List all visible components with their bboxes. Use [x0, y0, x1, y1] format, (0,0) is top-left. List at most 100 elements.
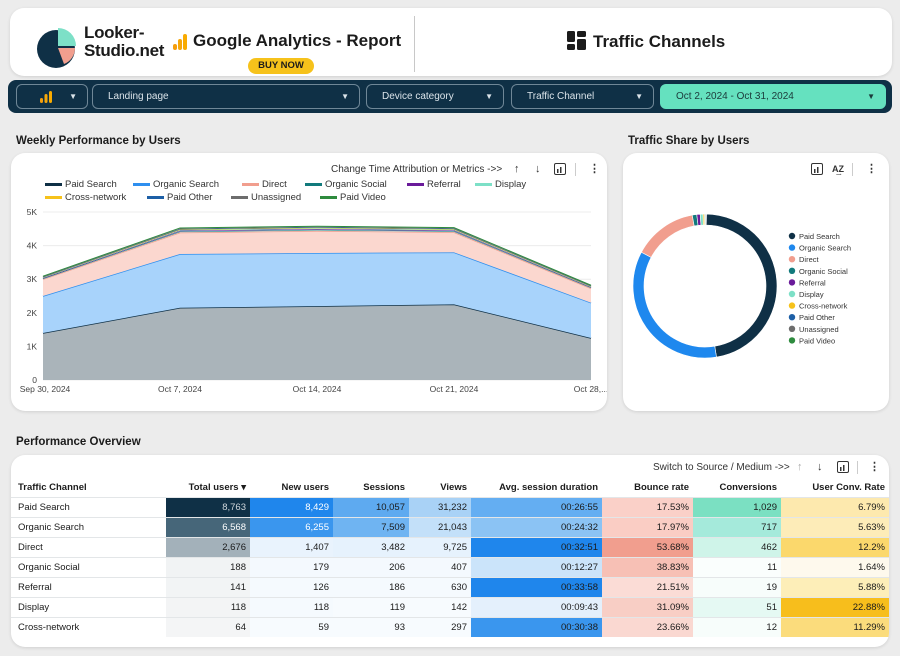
legend-label: Referral — [427, 179, 461, 190]
legend-item[interactable]: Organic Search — [133, 179, 219, 190]
donut-slice[interactable] — [632, 251, 717, 359]
sort-ascending-icon[interactable]: ↑ — [797, 461, 803, 473]
table-row[interactable]: Direct 2,676 1,407 3,482 9,725 00:32:51 53.68%… — [11, 536, 889, 557]
metric-cell: 53.68% — [602, 536, 693, 557]
column-header[interactable]: User Conv. Rate — [812, 482, 885, 494]
legend-swatch — [231, 196, 248, 199]
legend-item[interactable]: Paid Other — [788, 313, 836, 322]
metric-cell: 142 — [409, 596, 471, 617]
legend-item[interactable]: Direct — [788, 255, 820, 264]
device-category-filter[interactable]: Device category ▼ — [366, 84, 504, 109]
more-options-icon[interactable]: ⋮ — [589, 163, 600, 175]
legend-label: Organic Search — [153, 179, 219, 190]
metric-cell: 717 — [693, 516, 781, 537]
metric-cell: 407 — [409, 556, 471, 577]
legend-item[interactable]: Referral — [407, 179, 461, 190]
chevron-down-icon: ▼ — [69, 92, 77, 101]
metric-cell: 51 — [693, 596, 781, 617]
table-row[interactable]: Paid Search 8,763 8,429 10,057 31,232 00:26:5… — [11, 496, 889, 517]
legend-item[interactable]: Unassigned — [231, 192, 301, 203]
legend-label: Organic Social — [325, 179, 387, 190]
legend-label: Referral — [799, 278, 826, 287]
legend-label: Paid Search — [799, 232, 840, 241]
channel-cell: Cross-network — [11, 616, 166, 637]
legend-item[interactable]: Paid Search — [788, 232, 840, 241]
google-analytics-icon — [40, 91, 52, 103]
donut-slice[interactable] — [641, 214, 695, 258]
legend-swatch — [45, 196, 62, 199]
legend-item[interactable]: Paid Other — [147, 192, 212, 203]
metric-cell: 7,509 — [333, 516, 409, 537]
table-row[interactable]: Organic Social 188 179 206 407 00:12:27 38.83%… — [11, 556, 889, 577]
metric-cell: 1.64% — [781, 556, 889, 577]
metric-cell: 00:09:43 — [471, 596, 602, 617]
column-header[interactable]: Sessions — [363, 482, 405, 494]
performance-table-card: Switch to Source / Medium ->> ↑ ↓ ⋮ Traf… — [11, 455, 889, 647]
column-header[interactable]: Traffic Channel — [18, 482, 87, 494]
channel-cell: Organic Social — [11, 556, 166, 577]
legend-item[interactable]: Display — [475, 179, 526, 190]
column-header[interactable]: Conversions — [719, 482, 777, 494]
change-metrics-link[interactable]: Change Time Attribution or Metrics ->> — [331, 164, 503, 175]
metric-cell: 17.53% — [602, 496, 693, 517]
google-analytics-icon — [173, 34, 187, 50]
date-range-picker[interactable]: Oct 2, 2024 - Oct 31, 2024 ▼ — [660, 84, 886, 109]
channel-cell: Referral — [11, 576, 166, 597]
column-header[interactable]: New users — [281, 482, 329, 494]
metric-cell: 22.88% — [781, 596, 889, 617]
property-selector[interactable]: ▼ — [16, 84, 88, 109]
donut-slice[interactable] — [705, 213, 778, 358]
table-row[interactable]: Organic Search 6,568 6,255 7,509 21,043 00:24… — [11, 516, 889, 537]
metric-cell: 1,407 — [250, 536, 333, 557]
header-divider — [414, 16, 415, 72]
legend-item[interactable]: Cross-network — [788, 302, 848, 311]
chart-settings-icon[interactable] — [837, 461, 849, 473]
metric-cell: 8,429 — [250, 496, 333, 517]
legend-item[interactable]: Organic Social — [305, 179, 387, 190]
chevron-down-icon: ▼ — [635, 92, 643, 101]
legend-item[interactable]: Paid Video — [320, 192, 386, 203]
y-tick-label: 3K — [27, 274, 38, 284]
chart-settings-icon[interactable] — [554, 163, 566, 175]
column-header[interactable]: Bounce rate — [634, 482, 689, 494]
legend-item[interactable]: Organic Social — [788, 267, 848, 276]
table-row[interactable]: Referral 141 126 186 630 00:33:58 21.51% 19 5.88… — [11, 576, 889, 597]
legend-dot — [788, 290, 796, 298]
legend-label: Unassigned — [799, 325, 839, 334]
more-options-icon[interactable]: ⋮ — [866, 163, 877, 175]
landing-page-filter[interactable]: Landing page ▼ — [92, 84, 360, 109]
metric-cell: 141 — [166, 576, 250, 597]
column-header[interactable]: Avg. session duration — [499, 482, 598, 494]
legend-item[interactable]: Display — [788, 290, 824, 299]
column-header[interactable]: Views — [440, 482, 467, 494]
legend-dot — [788, 325, 796, 332]
table-row[interactable]: Display 118 118 119 142 00:09:43 31.09% 51 22.88… — [11, 596, 889, 617]
sort-ascending-icon[interactable]: ↑ — [514, 163, 520, 175]
legend-dot — [788, 314, 796, 321]
legend-item[interactable]: Paid Search — [45, 179, 117, 190]
legend-item[interactable]: Referral — [788, 278, 826, 287]
area-series — [43, 252, 591, 338]
sort-descending-icon[interactable]: ↓ — [535, 163, 541, 175]
metric-cell: 5.63% — [781, 516, 889, 537]
column-header-sortable[interactable]: Total users ▾ — [188, 482, 246, 494]
legend-item[interactable]: Direct — [242, 179, 287, 190]
more-options-icon[interactable]: ⋮ — [869, 461, 880, 473]
legend-dot — [788, 232, 796, 240]
table-header-row: Traffic Channel Total users ▾ New users Ses… — [11, 479, 889, 497]
legend-item[interactable]: Unassigned — [788, 325, 839, 334]
legend-swatch — [320, 196, 337, 199]
traffic-channel-filter[interactable]: Traffic Channel ▼ — [511, 84, 654, 109]
sort-descending-icon[interactable]: ↓ — [817, 461, 823, 473]
legend-item[interactable]: Paid Video — [788, 336, 835, 345]
switch-source-medium-link[interactable]: Switch to Source / Medium ->> — [653, 462, 790, 473]
chart-settings-icon[interactable] — [811, 163, 823, 175]
legend-label: Display — [799, 290, 824, 299]
legend-item[interactable]: Cross-network — [45, 192, 126, 203]
channel-cell: Display — [11, 596, 166, 617]
sort-az-icon[interactable]: A͢Z — [832, 164, 844, 174]
legend-item[interactable]: Organic Search — [788, 244, 851, 253]
donut-slice[interactable] — [705, 213, 707, 226]
buy-now-button[interactable]: BUY NOW — [248, 58, 314, 74]
table-row[interactable]: Cross-network 64 59 93 297 00:30:38 23.66% 12 11… — [11, 616, 889, 637]
